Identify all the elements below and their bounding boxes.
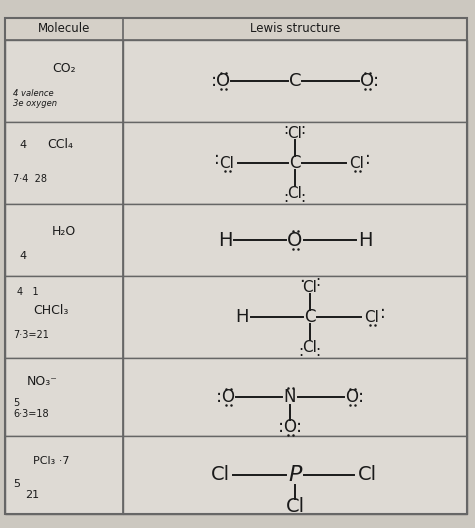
- Text: H: H: [358, 231, 372, 250]
- Text: Cl: Cl: [303, 340, 317, 354]
- Text: O: O: [221, 388, 235, 406]
- Bar: [5, 18, 467, 40]
- Text: Lewis structure: Lewis structure: [250, 23, 340, 35]
- Text: C: C: [304, 308, 316, 326]
- Bar: [5, 204, 123, 276]
- Text: 7·3=21: 7·3=21: [13, 330, 49, 340]
- Text: :: :: [278, 418, 284, 436]
- Text: CCl₄: CCl₄: [47, 138, 73, 152]
- Text: NO₃⁻: NO₃⁻: [27, 375, 58, 388]
- Text: 4   1: 4 1: [17, 287, 38, 297]
- Text: :: :: [300, 190, 305, 204]
- Text: Cl: Cl: [357, 466, 377, 485]
- Text: :: :: [214, 150, 220, 168]
- Bar: [123, 40, 467, 122]
- Bar: [5, 358, 123, 436]
- Text: PCl₃ ·7: PCl₃ ·7: [33, 456, 69, 466]
- Text: 21: 21: [25, 489, 39, 499]
- Text: :: :: [211, 72, 217, 90]
- Text: :: :: [315, 344, 321, 359]
- Text: H: H: [218, 231, 232, 250]
- Text: :: :: [358, 388, 364, 406]
- Text: :: :: [296, 418, 302, 436]
- Text: H₂O: H₂O: [52, 225, 76, 238]
- Text: 3e oxygen: 3e oxygen: [13, 99, 57, 108]
- Text: Cl: Cl: [350, 156, 364, 171]
- Text: 5: 5: [13, 479, 20, 489]
- Text: 4 valence: 4 valence: [13, 89, 54, 98]
- Bar: [123, 204, 467, 276]
- Text: 4: 4: [19, 251, 27, 261]
- Text: O: O: [284, 418, 296, 436]
- Text: O: O: [345, 388, 359, 406]
- Bar: [123, 122, 467, 204]
- Text: 5: 5: [13, 398, 19, 408]
- Bar: [5, 436, 123, 514]
- Text: Cl: Cl: [210, 466, 229, 485]
- Text: Cl: Cl: [303, 279, 317, 295]
- Text: 4: 4: [19, 140, 27, 150]
- Text: O: O: [216, 72, 230, 90]
- Text: CO₂: CO₂: [52, 62, 76, 75]
- Bar: [123, 436, 467, 514]
- Text: :: :: [298, 344, 304, 359]
- Text: :: :: [216, 388, 222, 406]
- Text: ·: ·: [299, 273, 305, 291]
- Text: H: H: [235, 308, 249, 326]
- Text: Cl: Cl: [285, 497, 304, 516]
- Text: P: P: [288, 465, 302, 485]
- Text: :: :: [373, 72, 379, 90]
- Bar: [5, 276, 123, 358]
- Text: 6·3=18: 6·3=18: [13, 409, 48, 419]
- Text: C: C: [289, 72, 301, 90]
- Text: C: C: [289, 154, 301, 172]
- Bar: [5, 122, 123, 204]
- Text: 7·4  28: 7·4 28: [13, 174, 47, 184]
- Text: :: :: [365, 150, 371, 168]
- Text: N: N: [284, 388, 296, 406]
- Text: Cl: Cl: [365, 309, 380, 325]
- Text: :: :: [315, 275, 321, 289]
- Text: :: :: [380, 304, 386, 322]
- Text: Molecule: Molecule: [38, 23, 90, 35]
- Text: :: :: [284, 121, 289, 137]
- Text: O: O: [287, 231, 303, 250]
- Text: Cl: Cl: [219, 156, 235, 171]
- Bar: [123, 276, 467, 358]
- Bar: [5, 40, 123, 122]
- Text: O: O: [360, 72, 374, 90]
- Text: :: :: [284, 190, 289, 204]
- Text: Cl: Cl: [287, 185, 303, 201]
- Text: Cl: Cl: [287, 126, 303, 140]
- Bar: [123, 358, 467, 436]
- Text: CHCl₃: CHCl₃: [33, 304, 68, 317]
- Text: :: :: [300, 121, 305, 137]
